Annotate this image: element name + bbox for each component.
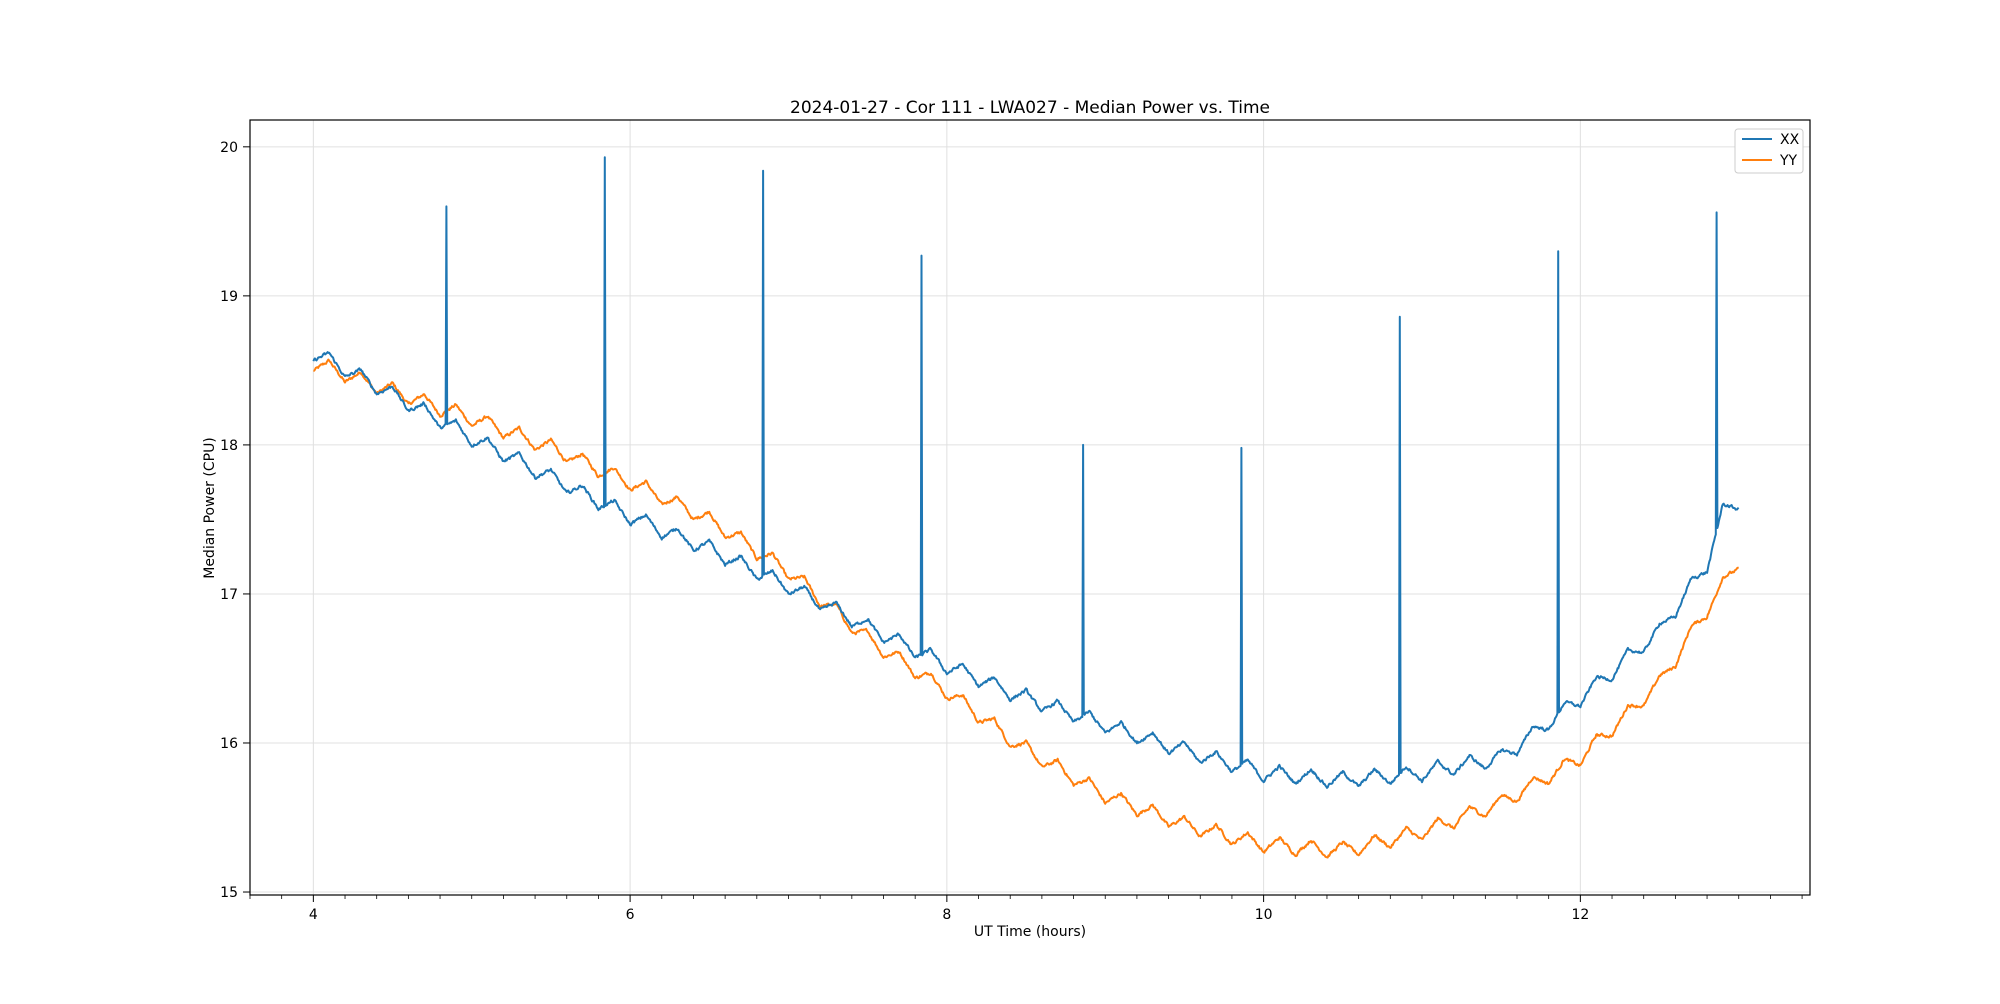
y-tick-label: 15 [220,885,238,901]
y-axis-label: Median Power (CPU) [202,437,218,579]
y-tick-label: 20 [220,140,238,156]
legend-label-yy: YY [1779,153,1798,169]
series-layer [312,156,1740,859]
x-tick-label: 8 [942,907,951,923]
legend: XX YY [1734,128,1804,174]
x-axis-ticks: 4 6 8 10 12 [249,895,1803,923]
x-tick-label: 4 [309,907,318,923]
grid [250,120,1810,895]
y-tick-label: 19 [220,289,238,305]
x-tick-label: 12 [1571,907,1589,923]
y-tick-label: 18 [220,438,238,454]
y-tick-label: 16 [220,736,238,752]
y-axis-ticks: 15 16 17 18 19 20 [220,140,250,901]
chart-title: 2024-01-27 - Cor 111 - LWA027 - Median P… [790,98,1270,118]
x-axis-label: UT Time (hours) [974,924,1086,940]
y-tick-label: 17 [220,587,238,603]
plot-frame [249,119,1811,896]
series-line-xx [312,156,1740,789]
series-line-yy [313,358,1739,859]
x-tick-label: 6 [626,907,635,923]
x-tick-label: 10 [1255,907,1273,923]
legend-label-xx: XX [1780,132,1800,148]
